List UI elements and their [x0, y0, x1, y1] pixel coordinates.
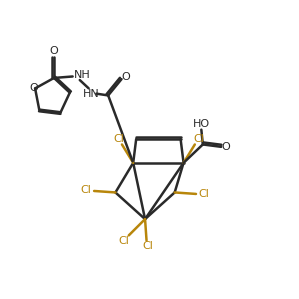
Text: Cl: Cl [199, 189, 210, 199]
Text: Cl: Cl [80, 185, 91, 195]
Text: HO: HO [193, 119, 210, 129]
Text: Cl: Cl [113, 134, 124, 144]
Text: HN: HN [83, 89, 100, 99]
Text: Cl: Cl [193, 134, 205, 144]
Text: Cl: Cl [142, 241, 153, 251]
Text: NH: NH [74, 70, 91, 80]
Text: Cl: Cl [118, 236, 129, 246]
Text: O: O [50, 46, 58, 56]
Text: O: O [221, 142, 230, 152]
Text: O: O [29, 83, 38, 93]
Text: O: O [121, 72, 130, 82]
